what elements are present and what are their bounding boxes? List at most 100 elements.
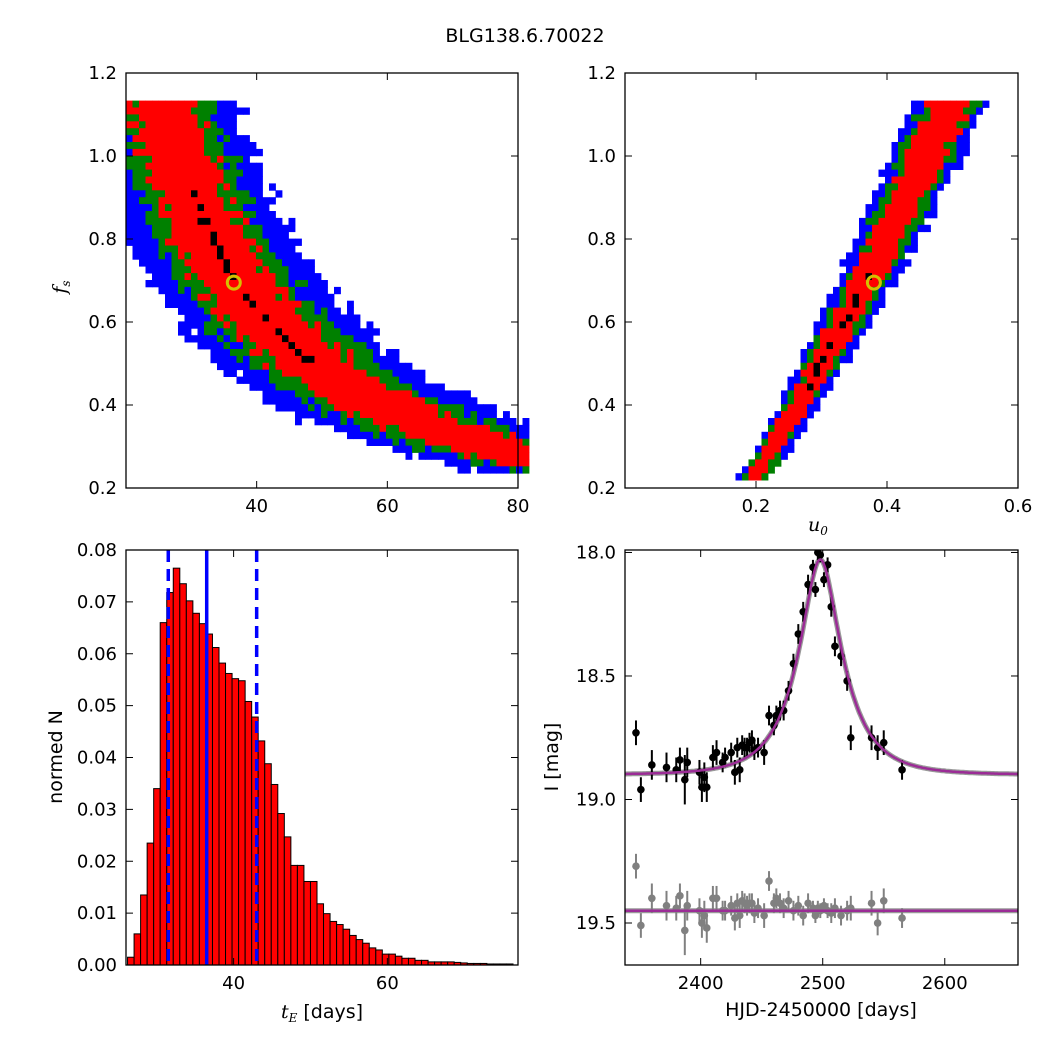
posterior-cell-1sigma: [178, 148, 185, 157]
histogram-bar: [140, 894, 148, 966]
posterior-cell-1sigma: [366, 383, 374, 391]
posterior-cell-1sigma: [204, 155, 211, 164]
posterior-cell-1sigma: [943, 135, 951, 143]
histogram-bar: [146, 842, 155, 966]
posterior-cell-3sigma: [327, 300, 335, 308]
posterior-cell-1sigma: [171, 142, 179, 150]
posterior-cell-3sigma: [859, 328, 866, 336]
posterior-cell-1sigma: [327, 397, 335, 405]
posterior-cell-1sigma: [210, 259, 218, 267]
posterior-cell-1sigma: [275, 314, 283, 322]
posterior-cell-1sigma: [139, 135, 146, 143]
posterior-cell-2sigma: [399, 383, 406, 391]
posterior-cell-3sigma: [132, 238, 140, 246]
posterior-cell-3sigma: [865, 211, 873, 219]
posterior-cell-2sigma: [872, 286, 879, 295]
posterior-cell-2sigma: [165, 245, 172, 253]
posterior-cell-1sigma: [937, 100, 944, 108]
posterior-cell-1sigma: [171, 204, 179, 212]
posterior-cell-1sigma: [911, 176, 918, 184]
posterior-cell-1sigma: [301, 362, 309, 371]
posterior-cell-3sigma: [956, 142, 964, 150]
y-tick-label: 0.05: [77, 696, 117, 717]
posterior-cell-1sigma: [256, 321, 263, 329]
posterior-cell-2sigma: [353, 342, 361, 350]
posterior-cell-3sigma: [223, 142, 231, 150]
posterior-cell-3sigma: [405, 452, 413, 460]
posterior-cell-peak: [301, 355, 309, 364]
posterior-cell-2sigma: [243, 335, 250, 343]
posterior-cell-1sigma: [833, 342, 840, 350]
posterior-cell-3sigma: [742, 466, 749, 474]
posterior-cell-1sigma: [301, 349, 309, 357]
posterior-cell-3sigma: [256, 183, 263, 191]
posterior-cell-2sigma: [353, 355, 361, 364]
posterior-cell-1sigma: [217, 259, 224, 267]
posterior-cell-1sigma: [197, 155, 205, 164]
posterior-cell-1sigma: [360, 376, 367, 384]
posterior-cell-1sigma: [230, 197, 237, 205]
posterior-cell-1sigma: [197, 266, 205, 274]
posterior-cell-2sigma: [197, 107, 205, 115]
histogram-bar: [159, 622, 168, 966]
posterior-cell-2sigma: [275, 383, 283, 391]
posterior-cell-2sigma: [898, 162, 905, 170]
posterior-cell-1sigma: [470, 445, 478, 453]
posterior-cell-1sigma: [308, 383, 315, 391]
posterior-cell-1sigma: [210, 266, 218, 274]
posterior-cell-3sigma: [217, 342, 224, 350]
posterior-cell-1sigma: [230, 238, 237, 246]
posterior-cell-1sigma: [761, 466, 769, 474]
posterior-cell-3sigma: [256, 383, 263, 391]
model-curve: [625, 558, 1018, 776]
posterior-cell-1sigma: [152, 135, 159, 143]
posterior-cell-1sigma: [878, 273, 886, 281]
posterior-cell-2sigma: [230, 183, 237, 191]
posterior-cell-3sigma: [223, 355, 231, 364]
posterior-cell-2sigma: [327, 342, 335, 350]
posterior-cell-2sigma: [917, 114, 925, 122]
posterior-cell-3sigma: [223, 128, 231, 136]
posterior-cell-1sigma: [217, 280, 224, 288]
posterior-cell-3sigma: [878, 286, 886, 295]
posterior-cell-1sigma: [256, 342, 263, 350]
posterior-cell-1sigma: [152, 162, 159, 170]
posterior-cell-3sigma: [126, 204, 133, 212]
posterior-cell-1sigma: [839, 342, 847, 350]
posterior-cell-1sigma: [308, 349, 315, 357]
posterior-cell-3sigma: [761, 431, 769, 440]
posterior-cell-2sigma: [210, 107, 218, 115]
posterior-cell-1sigma: [236, 314, 244, 322]
posterior-cell-2sigma: [885, 190, 892, 198]
posterior-cell-3sigma: [145, 224, 153, 233]
photometry-point: [765, 711, 773, 720]
posterior-cell-3sigma: [878, 300, 886, 308]
posterior-cell-1sigma: [457, 424, 465, 433]
posterior-cell-2sigma: [451, 404, 458, 412]
posterior-cell-1sigma: [859, 293, 866, 302]
posterior-cell-1sigma: [191, 266, 198, 274]
posterior-cell-1sigma: [924, 148, 931, 157]
posterior-cell-1sigma: [275, 362, 283, 371]
posterior-cell-3sigma: [295, 404, 302, 412]
posterior-cell-3sigma: [171, 286, 179, 295]
posterior-cell-3sigma: [217, 135, 224, 143]
posterior-cell-1sigma: [865, 266, 873, 274]
posterior-cell-3sigma: [826, 300, 834, 308]
posterior-cell-3sigma: [820, 321, 827, 329]
posterior-cell-2sigma: [807, 349, 814, 357]
posterior-cell-1sigma: [516, 459, 523, 467]
posterior-cell-2sigma: [210, 148, 218, 157]
posterior-cell-3sigma: [457, 466, 465, 474]
posterior-cell-3sigma: [794, 424, 801, 433]
posterior-cell-3sigma: [477, 418, 484, 426]
posterior-cell-2sigma: [210, 328, 218, 336]
posterior-cell-3sigma: [288, 273, 296, 281]
posterior-cell-peak: [826, 342, 834, 350]
posterior-cell-1sigma: [327, 349, 335, 357]
posterior-cell-2sigma: [230, 217, 237, 226]
posterior-cell-2sigma: [327, 321, 335, 329]
posterior-cell-1sigma: [262, 293, 270, 302]
posterior-cell-3sigma: [399, 445, 406, 453]
posterior-cell-3sigma: [755, 445, 762, 453]
